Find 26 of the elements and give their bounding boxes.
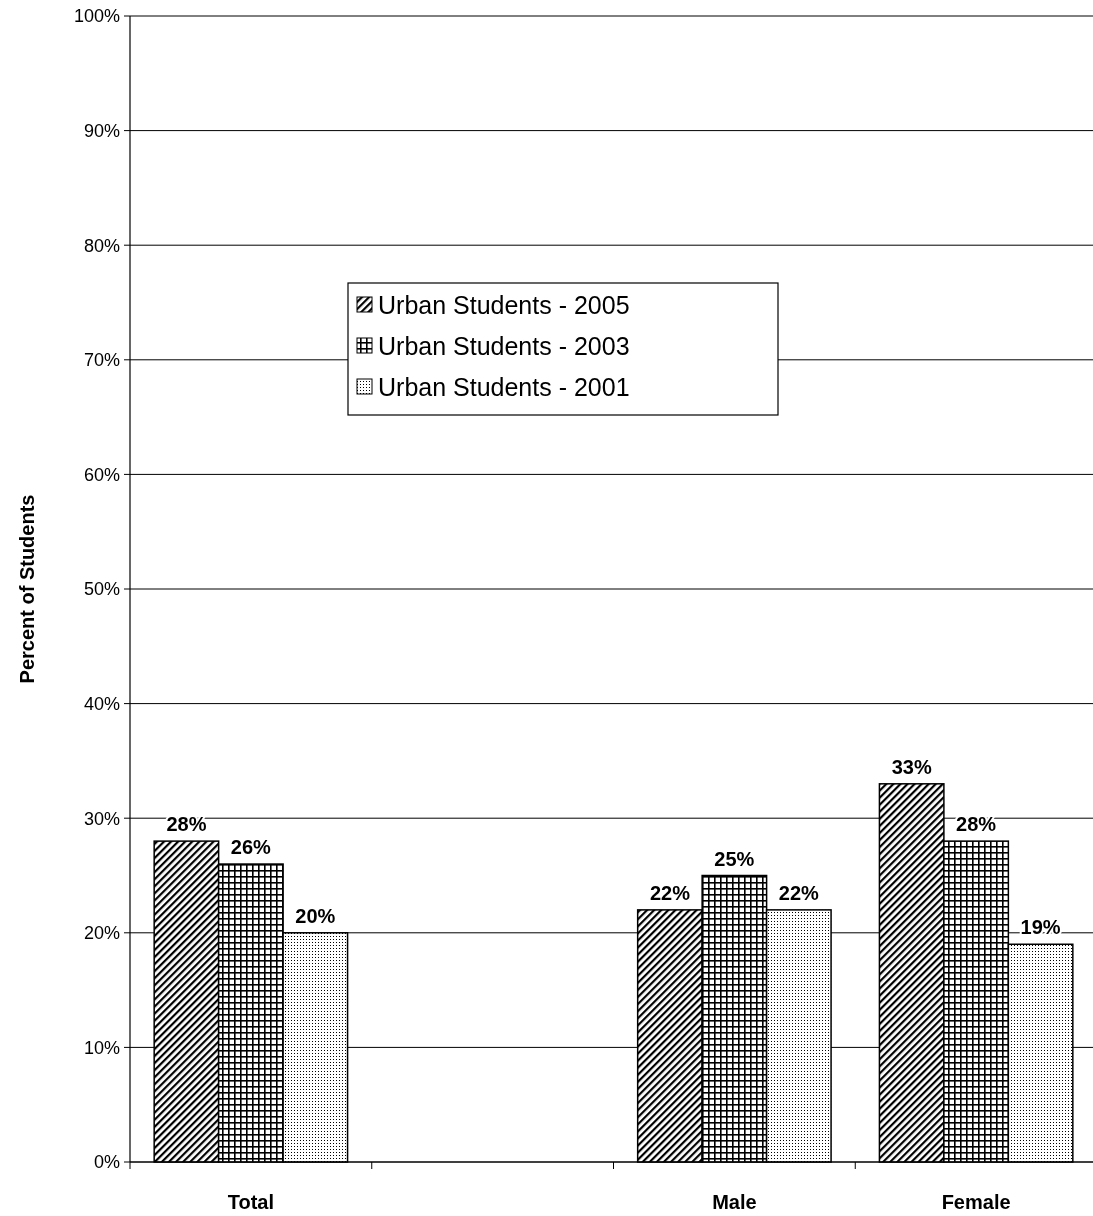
data-label: 28% xyxy=(166,813,207,836)
data-label: 26% xyxy=(230,836,272,859)
data-label: 20% xyxy=(295,904,336,927)
legend-label: Urban Students - 2003 xyxy=(378,331,630,360)
data-label: 28% xyxy=(956,813,997,836)
y-tick-label: 40% xyxy=(83,693,120,714)
x-tick-label: Female xyxy=(941,1191,1011,1213)
legend-label: Urban Students - 2005 xyxy=(378,290,630,319)
y-tick-label: 50% xyxy=(83,579,120,600)
data-label: 22% xyxy=(649,881,691,904)
y-axis-title: Percent of Students xyxy=(16,494,38,684)
data-label: 33% xyxy=(891,755,932,778)
y-tick-label: 70% xyxy=(83,350,120,371)
y-tick-label: 20% xyxy=(83,923,120,944)
data-label: 25% xyxy=(714,847,755,870)
y-tick-label: 30% xyxy=(83,808,120,829)
y-tick-label: 0% xyxy=(93,1152,120,1173)
data-label: 22% xyxy=(778,881,820,904)
x-tick-label: Male xyxy=(712,1191,757,1213)
y-tick-label: 10% xyxy=(83,1037,120,1058)
y-tick-label: 60% xyxy=(83,464,120,485)
y-tick-label: 80% xyxy=(83,235,120,256)
y-tick-label: 100% xyxy=(73,6,120,27)
legend-label: Urban Students - 2001 xyxy=(378,372,630,401)
x-tick-label: Total xyxy=(227,1191,275,1213)
y-tick-label: 90% xyxy=(83,120,120,141)
